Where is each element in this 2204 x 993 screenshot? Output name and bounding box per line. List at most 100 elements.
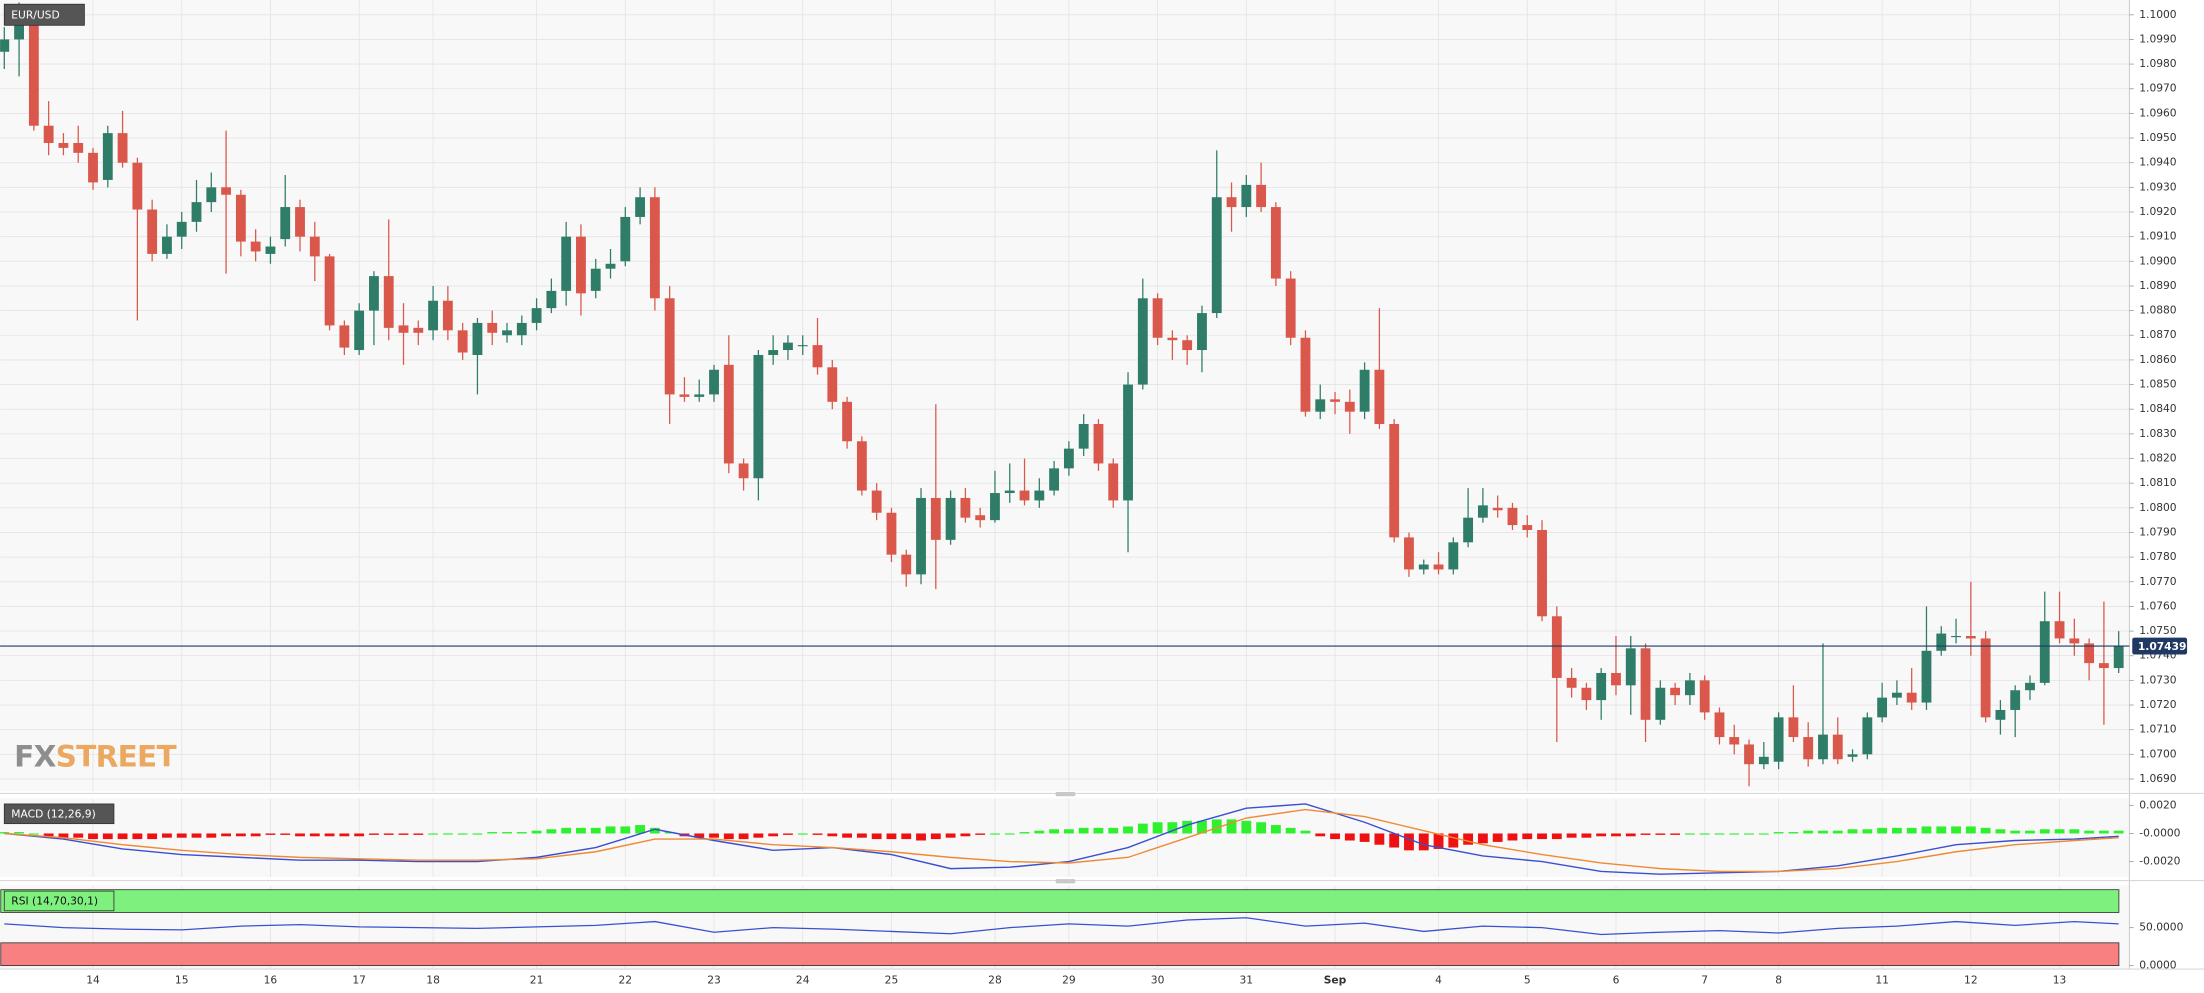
macd-histogram-bar (1152, 822, 1163, 834)
macd-histogram-bar (516, 832, 527, 834)
candle-body (1078, 424, 1089, 449)
candle-body (1581, 687, 1592, 701)
watermark-street: STREET (56, 739, 177, 773)
candle-body (88, 152, 98, 183)
y-tick-label: 1.0920 (2139, 205, 2177, 218)
y-tick-label: 1.0760 (2139, 599, 2177, 612)
candle-body (886, 512, 897, 555)
y-tick-label: 1.0960 (2139, 106, 2177, 119)
candle-body (132, 162, 143, 210)
candle-body (2054, 621, 2065, 639)
y-tick-label: 1.1000 (2139, 8, 2177, 21)
candle-body (1744, 744, 1754, 765)
macd-histogram-bar (324, 833, 335, 837)
candle-body (590, 268, 601, 291)
macd-histogram-bar (2084, 830, 2095, 834)
macd-histogram-bar (1004, 833, 1015, 835)
y-tick-label: 1.0690 (2139, 772, 2177, 785)
y-tick-label: 1.0730 (2139, 673, 2177, 686)
macd-histogram-bar (2010, 830, 2021, 834)
resize-handle[interactable] (1055, 792, 1076, 797)
macd-histogram-bar (1418, 833, 1429, 851)
macd-histogram-bar (1670, 833, 1681, 835)
macd-histogram-bar (1906, 827, 1917, 834)
candle-body (117, 133, 128, 163)
macd-histogram-bar (280, 833, 291, 835)
y-tick-label: -0.0000 (2139, 826, 2180, 839)
x-tick-label: 13 (2053, 973, 2067, 986)
x-tick-label: 4 (1435, 973, 1442, 986)
candle-body (1167, 337, 1178, 341)
macd-histogram-bar (930, 833, 941, 840)
candle-body (1773, 717, 1784, 762)
macd-histogram-bar (768, 833, 779, 837)
macd-histogram-bar (1773, 832, 1784, 834)
candle-body (265, 246, 276, 254)
candle-body (1877, 697, 1888, 718)
y-tick-label: 1.0980 (2139, 57, 2177, 70)
macd-label: MACD (12,26,9) (11, 807, 95, 820)
x-tick-label: 14 (86, 973, 100, 986)
candle-body (1285, 278, 1296, 338)
macd-histogram-bar (1729, 833, 1740, 835)
candle-body (1640, 648, 1651, 720)
x-tick-label: 28 (988, 973, 1002, 986)
candle-body (428, 300, 439, 331)
candle-body (871, 490, 882, 513)
resize-handle[interactable] (1055, 879, 1076, 884)
macd-histogram-bar (2039, 829, 2050, 834)
candle-body (472, 322, 483, 355)
y-tick-label: 0.0020 (2139, 798, 2177, 811)
candle-body (1093, 424, 1104, 464)
candle-body (2010, 690, 2021, 710)
candle-body (1818, 734, 1828, 760)
macd-histogram-bar (738, 833, 749, 840)
candle-body (28, 19, 39, 126)
macd-histogram-bar (1137, 823, 1148, 834)
macd-histogram-bar (1315, 833, 1326, 837)
candle-body (723, 364, 734, 464)
candle-body (945, 497, 956, 540)
candle-body (1492, 507, 1503, 511)
main-panel (0, 0, 2129, 791)
macd-histogram-bar (1847, 829, 1858, 834)
plot-clip (0, 0, 2130, 969)
candle-body (930, 497, 941, 540)
macd-histogram-bar (812, 833, 823, 835)
candle-body (1596, 672, 1607, 701)
candle-body (1123, 384, 1133, 501)
macd-histogram-bar (1063, 829, 1074, 834)
candle-body (1936, 633, 1947, 651)
macd-histogram-bar (2069, 829, 2080, 834)
candle-body (206, 187, 217, 203)
candle-body (369, 276, 379, 311)
candle-body (916, 497, 926, 575)
candle-body (635, 197, 646, 217)
candle-body (664, 298, 675, 395)
macd-histogram-bar (14, 832, 24, 834)
y-tick-label: 1.0910 (2139, 230, 2177, 243)
candle-body (1359, 369, 1370, 412)
candle-body (1699, 680, 1710, 713)
x-tick-label: 30 (1151, 973, 1165, 986)
macd-histogram-bar (2054, 829, 2065, 834)
y-tick-label: 1.0790 (2139, 525, 2177, 538)
y-tick-label: 1.0880 (2139, 304, 2177, 317)
candle-body (1670, 687, 1681, 696)
candle-body (235, 194, 246, 242)
macd-histogram-bar (369, 833, 379, 835)
candle-body (1611, 672, 1621, 686)
candle-body (827, 367, 838, 402)
y-tick-label: 1.0990 (2139, 32, 2177, 45)
candle-body (14, 19, 24, 40)
y-tick-label: 1.0930 (2139, 180, 2177, 193)
candle-body (856, 441, 867, 491)
candle-body (1537, 530, 1547, 617)
y-tick-label: 1.0770 (2139, 575, 2177, 588)
candle-body (694, 394, 705, 397)
macd-histogram-bar (1758, 833, 1769, 835)
candle-body (147, 209, 158, 254)
macd-histogram-bar (1862, 829, 1873, 834)
candle-body (502, 330, 512, 336)
x-tick-label: 21 (530, 973, 544, 986)
